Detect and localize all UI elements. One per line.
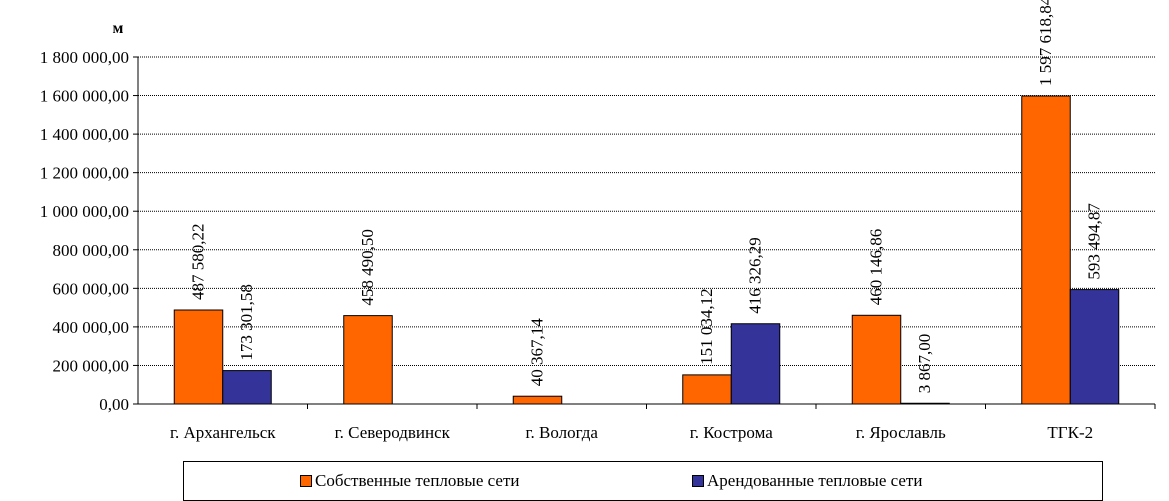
data-label: 3 867,00 [915,334,934,394]
bar [682,374,732,405]
bar [222,370,272,405]
data-label: 593 494,87 [1085,203,1104,280]
data-labels: 487 580,22 173 301,58 458 490,50 40 367,14 1… [189,0,1104,393]
y-tick-label: 1 000 000,00 [40,202,129,221]
legend: Собственные тепловые сети Арендованные т… [183,461,1103,501]
legend-item-own-networks: Собственные тепловые сети [300,471,519,491]
y-tick-label: 1 200 000,00 [40,164,129,183]
y-axis-tick-labels: 0,00 200 000,00 400 000,00 600 000,00 800 00… [40,48,129,414]
x-category-label: г. Вологда [526,423,599,442]
x-axis-category-labels: г. Архангельск г. Северодвинск г. Вологда г… [170,404,1156,442]
data-label: 460 146,86 [867,229,886,306]
data-label: 487 580,22 [189,224,208,301]
x-category-label: г. Архангельск [170,423,276,442]
y-tick-label: 600 000,00 [53,279,130,298]
data-label: 173 301,58 [237,284,256,361]
bar [1021,95,1071,405]
bar [851,314,902,405]
bar [512,395,563,405]
bar [1069,289,1120,405]
bar [730,323,781,405]
x-category-label: г. Кострома [690,423,773,442]
data-label: 458 490,50 [358,229,377,306]
axes [137,57,1155,405]
y-axis-unit-label: м [113,20,124,37]
y-tick-label: 1 800 000,00 [40,48,129,67]
gridlines [133,56,1155,405]
y-tick-label: 1 400 000,00 [40,125,129,144]
legend-item-leased-networks: Арендованные тепловые сети [692,471,922,491]
y-tick-label: 800 000,00 [53,241,130,260]
y-tick-label: 1 600 000,00 [40,87,129,106]
x-category-label: г. Северодвинск [335,423,451,442]
bar [343,315,393,405]
legend-swatch-orange [300,475,312,487]
bar [173,309,224,405]
x-category-label: ТГК-2 [1047,423,1093,442]
data-label: 40 367,14 [528,318,547,387]
data-label: 416 326,29 [746,237,765,314]
data-label: 1 597 618,84 [1036,0,1055,86]
y-tick-label: 200 000,00 [53,356,130,375]
legend-label-own-networks: Собственные тепловые сети [315,471,520,490]
y-tick-label: 0,00 [99,395,129,414]
bars [173,95,1120,405]
legend-swatch-blue [692,475,704,487]
data-label: 151 034,12 [697,288,716,365]
legend-label-leased-networks: Арендованные тепловые сети [707,471,923,490]
x-category-label: г. Ярославль [856,423,946,442]
y-tick-label: 400 000,00 [53,318,130,337]
